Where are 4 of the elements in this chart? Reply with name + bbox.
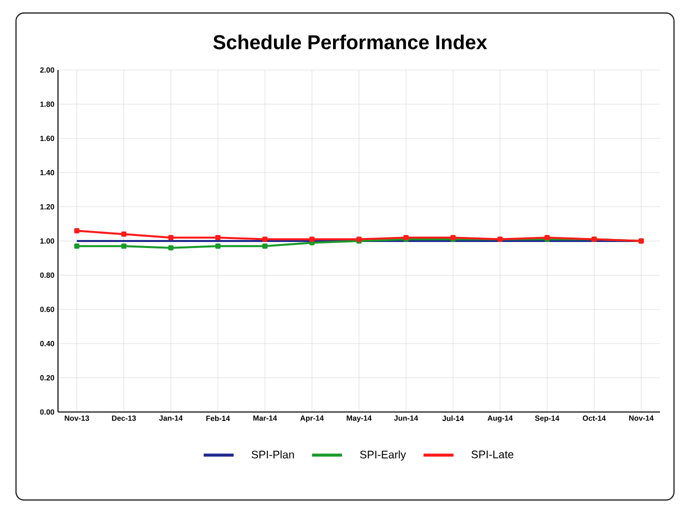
legend-label: SPI-Plan bbox=[252, 450, 294, 458]
legend-label: SPI-Late bbox=[472, 450, 514, 458]
legend-label: SPI-Early bbox=[360, 450, 406, 461]
chart-title: Schedule Performance Index bbox=[213, 34, 488, 50]
